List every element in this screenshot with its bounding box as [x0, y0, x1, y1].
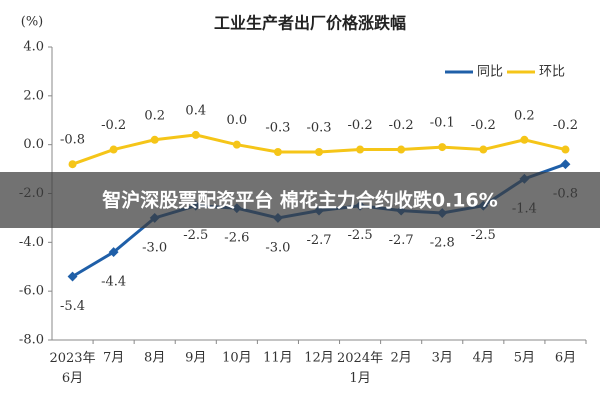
data-label: -2.7: [389, 233, 414, 248]
point: [150, 135, 159, 144]
x-tick-label: 5月: [514, 351, 535, 366]
data-label: -2.5: [348, 228, 373, 243]
x-tick-label: 3月: [432, 351, 453, 366]
data-label: -0.3: [265, 120, 290, 135]
x-tick-line: 6月: [62, 371, 83, 386]
chart-title: 工业生产者出厂价格涨跌幅: [214, 14, 406, 33]
data-label: -2.8: [430, 236, 455, 251]
point: [191, 130, 200, 139]
data-label: -0.2: [101, 118, 126, 133]
data-label: -2.5: [183, 228, 208, 243]
data-label: -0.2: [471, 118, 496, 133]
y-tick-label: -4.0: [19, 235, 44, 250]
x-tick-label: 8月: [144, 351, 165, 366]
data-label: -0.8: [60, 133, 85, 148]
data-label: -2.5: [471, 228, 496, 243]
data-label: -0.1: [430, 116, 455, 131]
point: [108, 247, 119, 258]
overlay-banner-bg: [0, 172, 600, 228]
x-tick-label: 2023年 6月: [49, 351, 95, 386]
data-label: -2.7: [306, 233, 331, 248]
point: [273, 147, 282, 156]
point: [479, 145, 488, 154]
y-tick-label: -8.0: [19, 333, 44, 348]
data-label: -3.0: [265, 240, 290, 255]
data-label: -0.2: [553, 118, 578, 133]
point: [561, 145, 570, 154]
data-label: -2.6: [224, 231, 249, 246]
y-tick-label: -6.0: [19, 284, 44, 299]
data-label: -0.2: [389, 118, 414, 133]
y-tick-label: 2.0: [23, 88, 44, 103]
y-tick-label: 0.0: [23, 137, 44, 152]
point: [109, 145, 118, 154]
x-tick-label: 9月: [185, 351, 206, 366]
data-label: -4.4: [101, 275, 126, 290]
point: [232, 140, 241, 149]
x-tick-label: 6月: [555, 351, 576, 366]
data-label: -0.2: [348, 118, 373, 133]
x-tick-label: 7月: [103, 351, 124, 366]
legend-label: 环比: [539, 65, 565, 80]
x-tick-label: 10月: [222, 351, 252, 366]
x-tick-line: 2024年: [337, 351, 383, 366]
x-tick-label: 2月: [391, 351, 412, 366]
x-tick-label: 2024年 1月: [337, 351, 383, 386]
x-tick-label: 4月: [473, 351, 494, 366]
data-label: 0.0: [227, 113, 248, 128]
point: [356, 145, 365, 154]
point: [315, 147, 323, 156]
data-label: 0.2: [514, 108, 535, 123]
data-label: -3.0: [142, 240, 167, 255]
data-label: -0.3: [306, 120, 331, 135]
data-label: -5.4: [60, 299, 85, 314]
data-label: 0.2: [144, 108, 165, 123]
x-tick-line: 1月: [349, 371, 370, 386]
point: [397, 145, 406, 154]
data-label: 0.4: [185, 103, 206, 118]
y-unit: (%): [21, 15, 44, 30]
y-tick-label: 4.0: [23, 40, 44, 55]
overlay-banner: 智沪深股票配资平台 棉花主力合约收跌0.16%: [102, 189, 498, 212]
point: [560, 159, 571, 170]
x-tick-label: 12月: [304, 351, 334, 366]
point: [438, 143, 447, 152]
legend-label: 同比: [477, 65, 503, 80]
x-tick-label: 11月: [263, 351, 293, 366]
point: [520, 135, 529, 144]
point: [68, 160, 77, 169]
x-tick-line: 2023年: [49, 351, 95, 366]
